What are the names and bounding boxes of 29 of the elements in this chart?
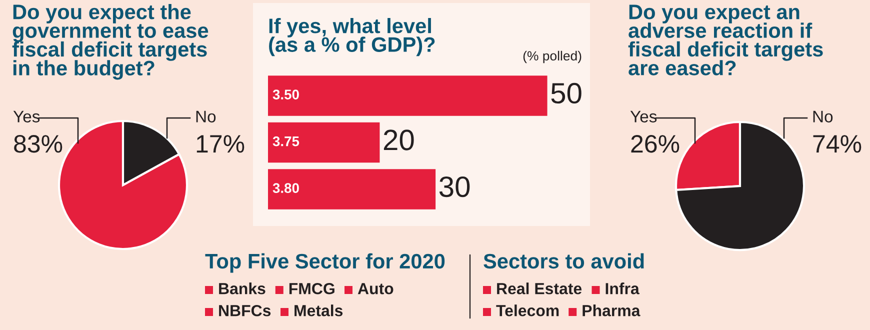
category-label: NBFCs [219,304,271,316]
y-tick-label: 3.80 [272,183,299,194]
slice-label: Yes [630,110,657,122]
chart-title: Do you expect an adverse reaction if fiscal deficit targets are eased? [628,4,823,76]
data-label: 26% [631,135,680,153]
data-label: 83% [14,135,62,153]
text: Top Five Sector for 2020 [205,253,445,273]
category-label: Infra [606,282,640,294]
category-label: Real Estate [497,282,582,294]
slice-label: No [813,110,833,122]
category-label: Pharma [582,304,640,316]
text: (% polled) [523,50,582,64]
category-label: Metals [294,304,343,316]
slice-label: No [196,110,216,122]
data-label: 50 [551,82,582,104]
y-tick-label: 3.75 [272,136,300,146]
y-tick-label: 3.50 [272,90,299,100]
data-label: 74% [813,135,862,153]
category-label: FMCG [289,282,334,294]
data-label: 30 [439,176,470,198]
text: Sectors to avoid [484,253,644,269]
category-label: Telecom [496,304,559,316]
chart-title: If yes, what level (as a % of GDP)? [269,18,435,56]
data-label: 17% [196,135,244,153]
slice-label: Yes [13,110,40,122]
category-label: Banks [219,282,266,294]
chart-title: Do you expect the government to ease fiscal deficit targets in the budget? [12,4,208,80]
category-label: Auto [358,283,394,294]
data-label: 20 [384,130,414,150]
